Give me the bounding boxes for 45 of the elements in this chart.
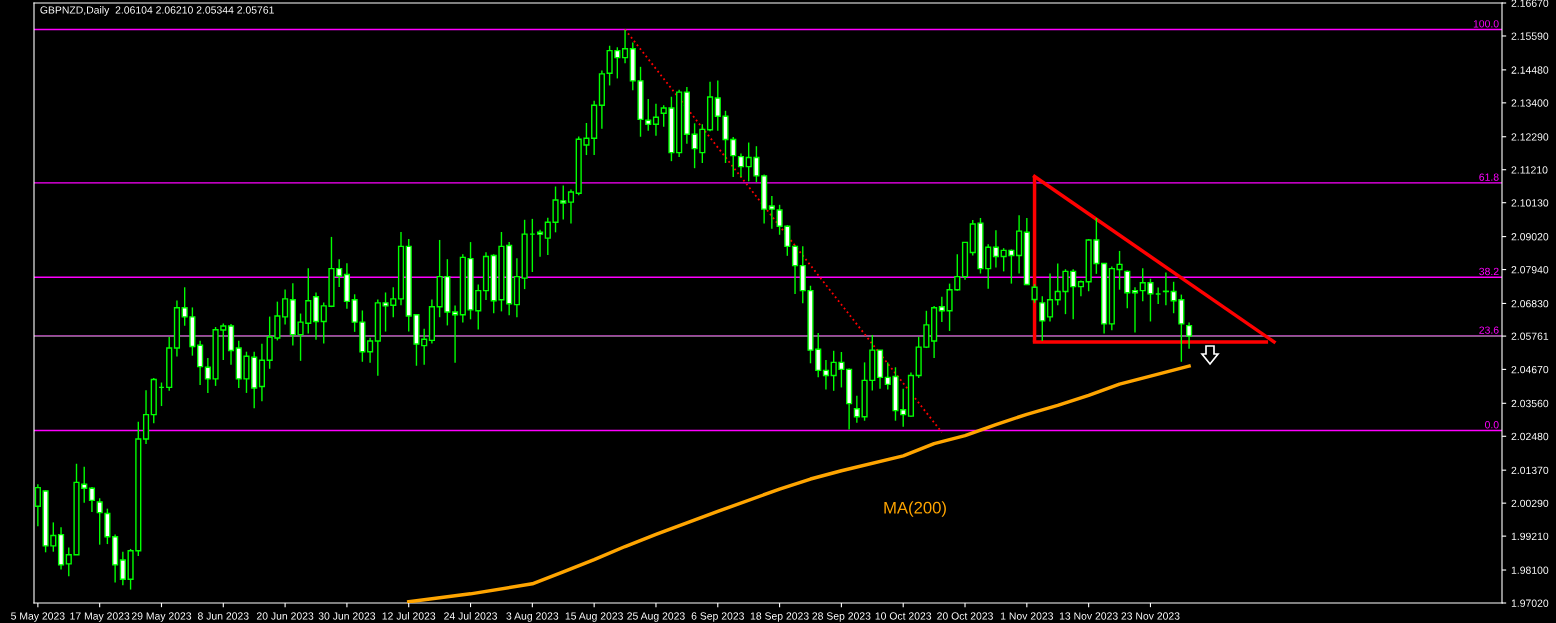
annotation: 100.0 <box>1473 20 1499 28</box>
text: MA(200) <box>884 501 946 517</box>
y-tick-label: 2.06830 <box>1511 299 1549 308</box>
x-tick-label: 6 Sep 2023 <box>691 612 744 622</box>
x-tick-label: 17 May 2023 <box>70 612 130 622</box>
x-tick-label: 23 Nov 2023 <box>1121 612 1180 620</box>
y-tick-label: 2.02480 <box>1511 432 1549 441</box>
x-tick-label: 8 Jun 2023 <box>197 612 249 620</box>
chart-title: GBPNZD,Daily 2.06104 2.06210 2.05344 2.05761 <box>40 6 274 16</box>
x-tick-label: 20 Oct 2023 <box>937 612 993 620</box>
y-tick-label: 1.99210 <box>1511 532 1549 541</box>
x-tick-label: 13 Nov 2023 <box>1059 612 1118 620</box>
y-tick-label: 2.01370 <box>1511 466 1549 475</box>
y-tick-label: 2.16670 <box>1511 0 1549 7</box>
y-tick-label: 2.10130 <box>1511 199 1549 207</box>
x-tick-label: 20 Jun 2023 <box>256 612 314 620</box>
annotation: 61.8 <box>1479 173 1499 181</box>
annotation: 0.0 <box>1484 421 1499 429</box>
y-tick-label: 2.00290 <box>1511 499 1549 508</box>
y-tick-label: 2.04670 <box>1511 365 1549 374</box>
x-tick-label: 24 Jul 2023 <box>444 612 498 620</box>
x-tick-label: 5 May 2023 <box>11 612 65 622</box>
x-tick-label: 18 Sep 2023 <box>750 612 809 622</box>
x-tick-label: 12 Jul 2023 <box>382 612 436 620</box>
x-tick-label: 3 Aug 2023 <box>506 612 559 622</box>
x-tick-label: 28 Sep 2023 <box>812 612 871 622</box>
x-tick-label: 25 Aug 2023 <box>627 612 685 622</box>
x-tick-label: 30 Jun 2023 <box>318 612 376 620</box>
x-tick-label: 15 Aug 2023 <box>565 612 623 622</box>
y-tick-label: 2.09020 <box>1511 233 1549 241</box>
y-tick-label: 2.12290 <box>1511 133 1549 141</box>
y-tick-label: 1.97020 <box>1511 599 1549 607</box>
y-tick-label: 2.13400 <box>1511 99 1549 107</box>
y-tick-label: 2.15590 <box>1511 32 1549 40</box>
x-tick-label: 10 Oct 2023 <box>875 612 932 620</box>
x-tick-label: 29 May 2023 <box>131 612 192 622</box>
x-tick-label: 1 Nov 2023 <box>1000 612 1054 620</box>
y-tick-label: 2.07940 <box>1511 266 1549 274</box>
y-tick-label: 2.11210 <box>1511 166 1548 174</box>
y-tick-label: 1.98100 <box>1511 566 1549 574</box>
y-tick-label: 2.14480 <box>1511 66 1549 74</box>
y-tick-label: 2.05761 <box>1511 332 1549 340</box>
annotation: 23.6 <box>1479 326 1499 334</box>
y-tick-label: 2.03560 <box>1511 399 1549 408</box>
annotation: 38.2 <box>1479 267 1499 276</box>
